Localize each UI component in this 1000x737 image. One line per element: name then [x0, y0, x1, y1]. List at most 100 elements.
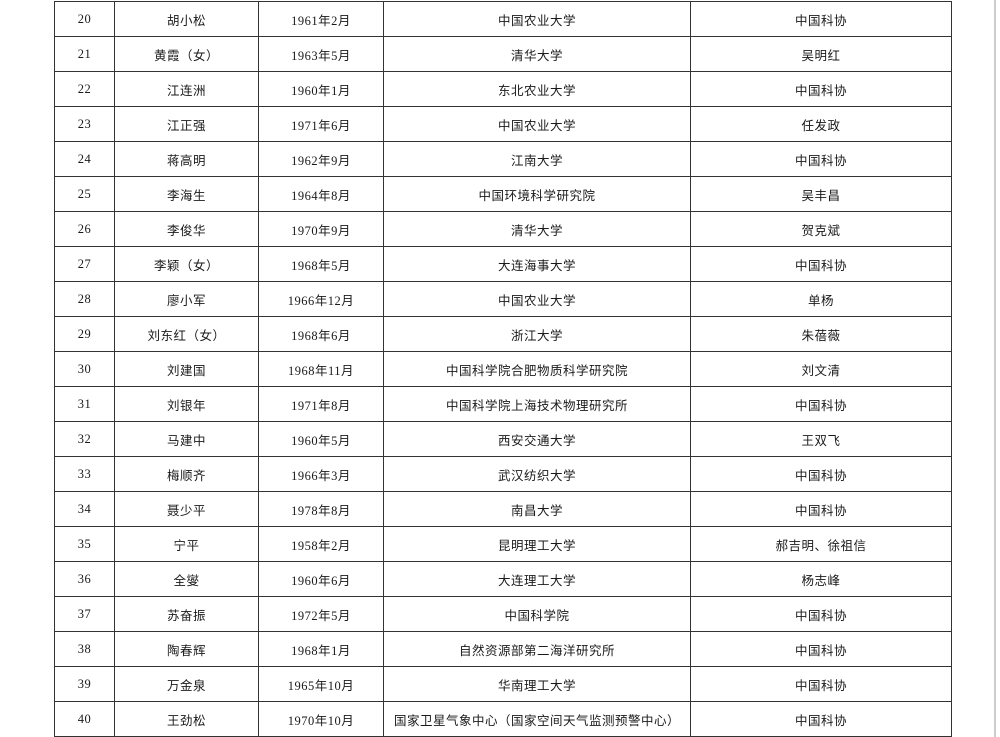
table-row: 24 蒋高明 1962年9月 江南大学 中国科协 — [54, 141, 952, 177]
row-number-cell: 36 — [54, 561, 115, 597]
institution-cell: 中国农业大学 — [383, 1, 691, 37]
name-cell: 梅顺齐 — [114, 456, 259, 492]
name-cell: 李颖（女） — [114, 246, 259, 282]
institution-cell: 江南大学 — [383, 141, 691, 177]
row-number-cell: 21 — [54, 36, 115, 72]
page-right-edge-line — [994, 0, 996, 737]
table-row: 38 陶春辉 1968年1月 自然资源部第二海洋研究所 中国科协 — [54, 631, 952, 667]
institution-cell: 西安交通大学 — [383, 421, 691, 457]
birth-date-cell: 1970年10月 — [258, 701, 384, 737]
birth-date-cell: 1971年8月 — [258, 386, 384, 422]
institution-cell: 中国科学院上海技术物理研究所 — [383, 386, 691, 422]
name-cell: 马建中 — [114, 421, 259, 457]
recommender-cell: 贺克斌 — [690, 211, 952, 247]
table-body: 20 胡小松 1961年2月 中国农业大学 中国科协 21 黄霞（女） 1963… — [54, 1, 952, 737]
institution-cell: 清华大学 — [383, 211, 691, 247]
recommender-cell: 中国科协 — [690, 456, 952, 492]
name-cell: 刘建国 — [114, 351, 259, 387]
birth-date-cell: 1966年12月 — [258, 281, 384, 317]
row-number-cell: 29 — [54, 316, 115, 352]
birth-date-cell: 1966年3月 — [258, 456, 384, 492]
birth-date-cell: 1958年2月 — [258, 526, 384, 562]
table-row: 28 廖小军 1966年12月 中国农业大学 单杨 — [54, 281, 952, 317]
row-number-cell: 24 — [54, 141, 115, 177]
table-row: 39 万金泉 1965年10月 华南理工大学 中国科协 — [54, 666, 952, 702]
birth-date-cell: 1971年6月 — [258, 106, 384, 142]
row-number-cell: 27 — [54, 246, 115, 282]
recommender-cell: 中国科协 — [690, 596, 952, 632]
table-row: 35 宁平 1958年2月 昆明理工大学 郝吉明、徐祖信 — [54, 526, 952, 562]
institution-cell: 中国农业大学 — [383, 281, 691, 317]
table-row: 33 梅顺齐 1966年3月 武汉纺织大学 中国科协 — [54, 456, 952, 492]
row-number-cell: 28 — [54, 281, 115, 317]
name-cell: 王劲松 — [114, 701, 259, 737]
institution-cell: 南昌大学 — [383, 491, 691, 527]
recommender-cell: 郝吉明、徐祖信 — [690, 526, 952, 562]
recommender-cell: 中国科协 — [690, 666, 952, 702]
recommender-cell: 中国科协 — [690, 701, 952, 737]
recommender-cell: 王双飞 — [690, 421, 952, 457]
row-number-cell: 34 — [54, 491, 115, 527]
recommender-cell: 中国科协 — [690, 141, 952, 177]
recommender-cell: 中国科协 — [690, 71, 952, 107]
name-cell: 廖小军 — [114, 281, 259, 317]
table-row: 27 李颖（女） 1968年5月 大连海事大学 中国科协 — [54, 246, 952, 282]
table-row: 37 苏奋振 1972年5月 中国科学院 中国科协 — [54, 596, 952, 632]
name-cell: 李海生 — [114, 176, 259, 212]
birth-date-cell: 1970年9月 — [258, 211, 384, 247]
institution-cell: 浙江大学 — [383, 316, 691, 352]
row-number-cell: 20 — [54, 1, 115, 37]
recommender-cell: 杨志峰 — [690, 561, 952, 597]
name-cell: 胡小松 — [114, 1, 259, 37]
row-number-cell: 40 — [54, 701, 115, 737]
recommender-cell: 吴明红 — [690, 36, 952, 72]
name-cell: 陶春辉 — [114, 631, 259, 667]
recommender-cell: 中国科协 — [690, 386, 952, 422]
recommender-cell: 刘文清 — [690, 351, 952, 387]
table-row: 36 全燮 1960年6月 大连理工大学 杨志峰 — [54, 561, 952, 597]
name-cell: 全燮 — [114, 561, 259, 597]
recommender-cell: 中国科协 — [690, 1, 952, 37]
institution-cell: 中国科学院 — [383, 596, 691, 632]
institution-cell: 华南理工大学 — [383, 666, 691, 702]
birth-date-cell: 1960年5月 — [258, 421, 384, 457]
institution-cell: 昆明理工大学 — [383, 526, 691, 562]
row-number-cell: 26 — [54, 211, 115, 247]
row-number-cell: 33 — [54, 456, 115, 492]
birth-date-cell: 1962年9月 — [258, 141, 384, 177]
birth-date-cell: 1963年5月 — [258, 36, 384, 72]
birth-date-cell: 1960年6月 — [258, 561, 384, 597]
birth-date-cell: 1968年5月 — [258, 246, 384, 282]
row-number-cell: 25 — [54, 176, 115, 212]
table-row: 34 聂少平 1978年8月 南昌大学 中国科协 — [54, 491, 952, 527]
name-cell: 刘东红（女） — [114, 316, 259, 352]
recommender-cell: 中国科协 — [690, 631, 952, 667]
recommender-cell: 单杨 — [690, 281, 952, 317]
table-row: 23 江正强 1971年6月 中国农业大学 任发政 — [54, 106, 952, 142]
row-number-cell: 38 — [54, 631, 115, 667]
candidate-list-table: 20 胡小松 1961年2月 中国农业大学 中国科协 21 黄霞（女） 1963… — [54, 1, 952, 737]
institution-cell: 东北农业大学 — [383, 71, 691, 107]
recommender-cell: 任发政 — [690, 106, 952, 142]
row-number-cell: 32 — [54, 421, 115, 457]
recommender-cell: 中国科协 — [690, 491, 952, 527]
name-cell: 聂少平 — [114, 491, 259, 527]
table-row: 26 李俊华 1970年9月 清华大学 贺克斌 — [54, 211, 952, 247]
institution-cell: 国家卫星气象中心（国家空间天气监测预警中心） — [383, 701, 691, 737]
institution-cell: 中国环境科学研究院 — [383, 176, 691, 212]
birth-date-cell: 1961年2月 — [258, 1, 384, 37]
institution-cell: 中国农业大学 — [383, 106, 691, 142]
table-row: 30 刘建国 1968年11月 中国科学院合肥物质科学研究院 刘文清 — [54, 351, 952, 387]
table-row: 31 刘银年 1971年8月 中国科学院上海技术物理研究所 中国科协 — [54, 386, 952, 422]
institution-cell: 武汉纺织大学 — [383, 456, 691, 492]
institution-cell: 自然资源部第二海洋研究所 — [383, 631, 691, 667]
table-row: 32 马建中 1960年5月 西安交通大学 王双飞 — [54, 421, 952, 457]
birth-date-cell: 1978年8月 — [258, 491, 384, 527]
table-row: 29 刘东红（女） 1968年6月 浙江大学 朱蓓薇 — [54, 316, 952, 352]
table-row: 20 胡小松 1961年2月 中国农业大学 中国科协 — [54, 1, 952, 37]
institution-cell: 大连海事大学 — [383, 246, 691, 282]
name-cell: 刘银年 — [114, 386, 259, 422]
row-number-cell: 23 — [54, 106, 115, 142]
birth-date-cell: 1968年11月 — [258, 351, 384, 387]
